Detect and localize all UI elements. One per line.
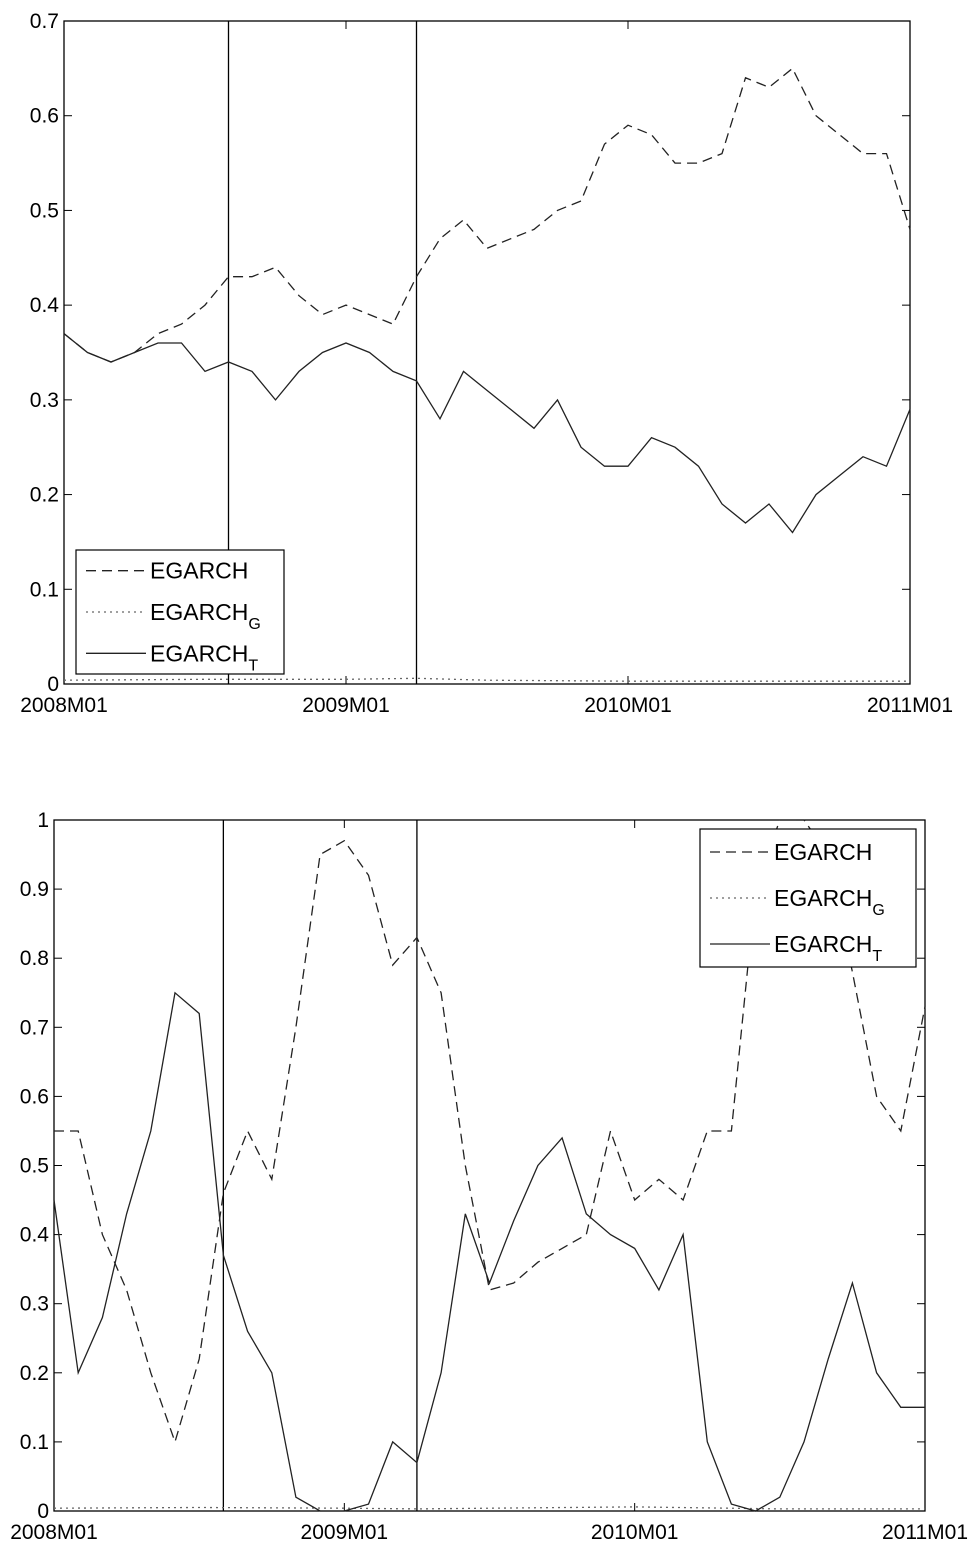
legend: EGARCH EGARCHG EGARCHT — [75, 549, 285, 675]
y-tick-label: 0.2 — [30, 484, 59, 507]
y-tick-label: 0.3 — [20, 1293, 49, 1316]
y-tick-label: 0.2 — [20, 1362, 49, 1385]
chart-top: 0 0.1 0.2 0.3 0.4 0.5 0.6 0.7 2008M01 2009M01 2010… — [20, 10, 953, 717]
y-tick-label: 0 — [47, 673, 59, 696]
series-line-egarch-t — [53, 991, 925, 1512]
series-line-egarch — [63, 67, 911, 363]
legend-label: EGARCHG — [774, 885, 885, 919]
x-tick-label: 2009M01 — [301, 1521, 389, 1544]
x-tick-label: 2008M01 — [10, 1521, 98, 1544]
x-tick-label: 2010M01 — [584, 694, 672, 717]
y-tick-label: 0 — [37, 1500, 49, 1523]
plot-area-frame — [63, 20, 911, 685]
y-tick-label: 0.6 — [30, 105, 59, 128]
x-tick-label: 2011M01 — [882, 1521, 968, 1544]
x-tick-label: 2009M01 — [302, 694, 390, 717]
series-line-egarch — [54, 819, 926, 1445]
legend: EGARCH EGARCHG EGARCHT — [699, 828, 917, 968]
y-tick-label: 1 — [37, 809, 49, 832]
x-tick-label: 2010M01 — [591, 1521, 679, 1544]
y-tick-label: 0.5 — [20, 1155, 49, 1178]
legend-label: EGARCHG — [150, 599, 261, 633]
series-line-egarch-g — [53, 1506, 925, 1510]
y-tick-label: 0.9 — [20, 878, 49, 901]
y-tick-label: 0.7 — [30, 10, 59, 33]
y-tick-label: 0.4 — [30, 294, 60, 317]
y-tick-label: 0.1 — [30, 578, 59, 601]
y-tick-label: 0.3 — [30, 389, 59, 412]
x-tick-label: 2008M01 — [20, 694, 108, 717]
y-tick-label: 0.4 — [20, 1224, 50, 1247]
y-tick-label: 0.7 — [20, 1016, 49, 1039]
series-line-egarch-t — [63, 333, 911, 534]
y-tick-label: 0.5 — [30, 199, 59, 222]
y-tick-label: 0.1 — [20, 1431, 49, 1454]
legend-label: EGARCH — [774, 839, 872, 865]
legend-label: EGARCHT — [150, 640, 258, 674]
y-tick-label: 0.8 — [20, 947, 49, 970]
legend-label: EGARCHT — [774, 931, 882, 965]
chart-bottom: 0 0.1 0.2 0.3 0.4 0.5 0.6 0.7 0.8 0.9 1 2008M01 2009… — [10, 809, 968, 1544]
legend-label: EGARCH — [150, 558, 248, 584]
x-tick-label: 2011M01 — [867, 694, 953, 717]
y-tick-label: 0.6 — [20, 1085, 49, 1108]
series-line-egarch-g — [63, 677, 910, 682]
